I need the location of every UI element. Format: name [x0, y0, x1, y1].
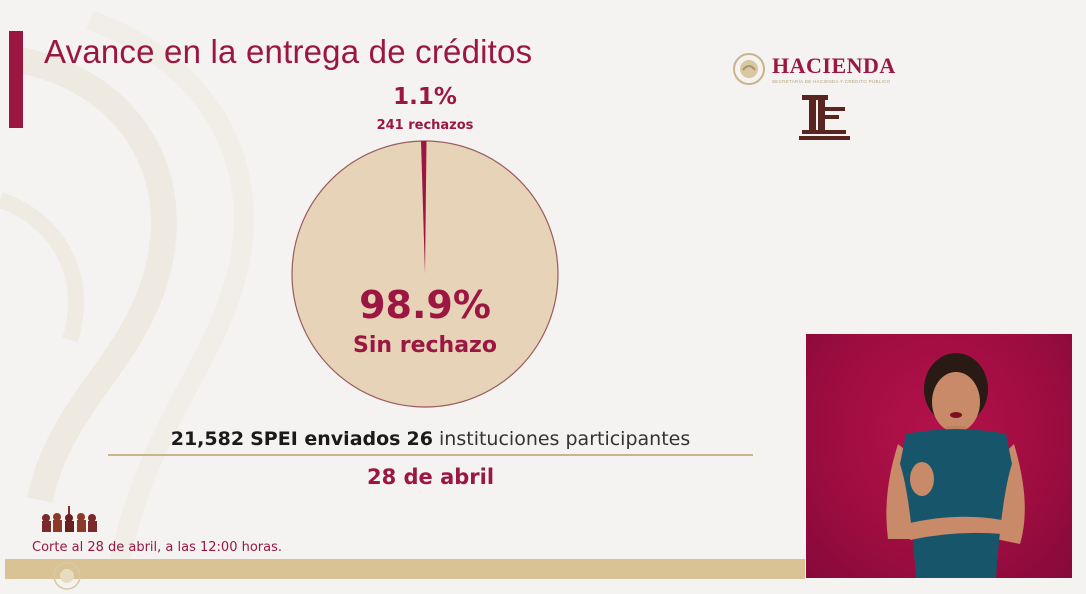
hacienda-name: HACIENDA	[772, 52, 896, 78]
title-accent-bar	[9, 31, 23, 128]
rejected-count-label: 241 rechazos	[376, 118, 474, 133]
heroes-logo-icon	[42, 506, 97, 532]
spei-count: 21,582	[170, 428, 245, 450]
rejected-percentage: 1.1%	[393, 84, 457, 110]
institutions-count: 26	[406, 428, 433, 450]
institutions-label: instituciones participantes	[439, 428, 691, 450]
accepted-label: Sin rechazo	[353, 333, 497, 358]
report-date: 28 de abril	[366, 465, 495, 489]
accepted-percentage: 98.9%	[359, 283, 491, 327]
background-ornament	[0, 10, 254, 563]
sign-language-interpreter-video	[806, 334, 1072, 578]
spei-label: SPEI enviados	[250, 428, 401, 450]
interpreter-figure	[886, 353, 1025, 578]
slide-title: Avance en la entrega de créditos	[44, 33, 533, 70]
stats-line: 21,582 SPEI enviados 26 instituciones pa…	[108, 428, 753, 450]
footer-band	[5, 559, 805, 579]
cutoff-footnote: Corte al 28 de abril, a las 12:00 horas.	[32, 540, 283, 555]
divider-line	[108, 454, 753, 456]
hacienda-logo: HACIENDA SECRETARÍA DE HACIENDA Y CRÉDIT…	[732, 52, 896, 86]
pie-chart	[291, 140, 559, 408]
hacienda-subtitle: SECRETARÍA DE HACIENDA Y CRÉDITO PÚBLICO	[772, 78, 891, 84]
tf-logo-icon	[799, 95, 850, 140]
coat-of-arms-icon	[733, 53, 765, 85]
seal-icon	[53, 562, 81, 590]
pie-slice-rechazos	[421, 141, 427, 274]
